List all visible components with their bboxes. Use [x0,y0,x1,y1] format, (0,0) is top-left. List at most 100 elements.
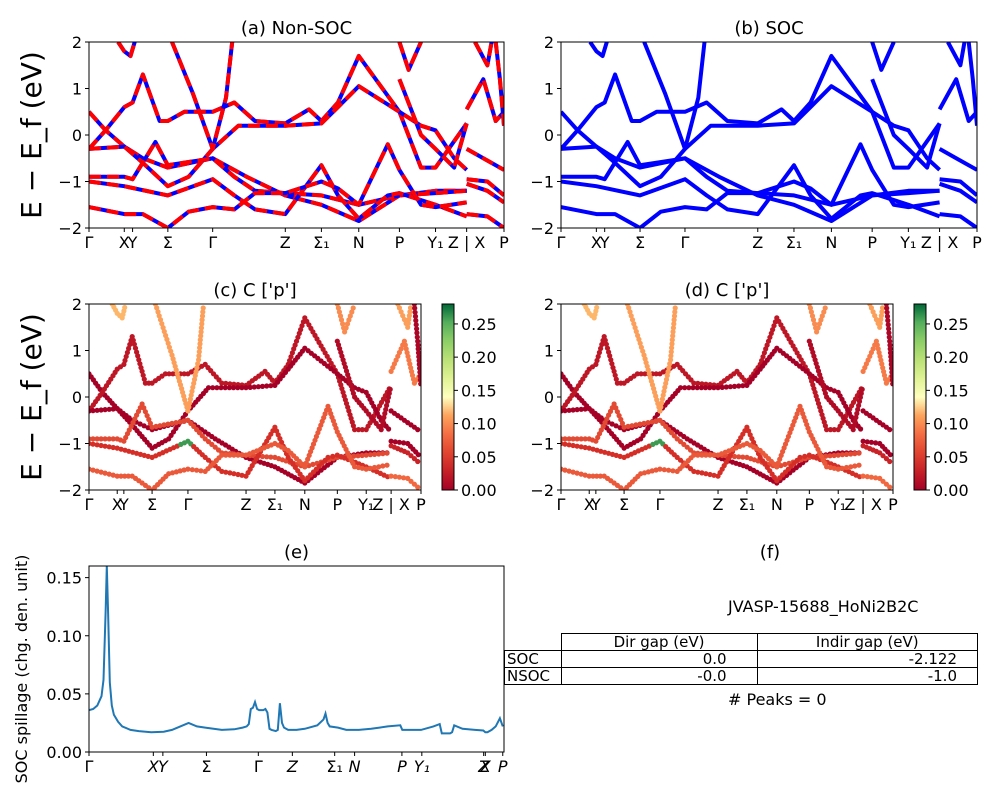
indir-gap-value: -2.122 [756,650,979,668]
x-tick-label: Σ [619,495,629,514]
scatter-point [890,381,893,387]
y-tick-label: 2 [72,295,82,314]
scatter-point [663,380,669,386]
scatter-point [139,368,145,374]
scatter-point [566,407,572,413]
scatter-point [641,420,647,426]
x-tick-label: X [147,757,160,776]
scatter-point [608,357,614,363]
scatter-point [649,419,655,425]
scatter-point [346,317,352,323]
scatter-point [407,309,413,315]
scatter-point [666,365,672,371]
scatter-point [401,440,407,446]
x-tick-label: Γ [557,495,566,514]
scatter-point [808,309,815,315]
scatter-point [736,454,742,460]
scatter-point [873,316,880,323]
scatter-point [853,414,859,421]
scatter-point [157,317,164,323]
table-row: SOC 0.0 -2.122 [504,650,979,668]
scatter-point [707,452,713,458]
scatter-point [638,371,644,377]
chart-title: (b) SOC [734,18,803,39]
scatter-point [406,316,412,323]
scatter-point [195,361,201,367]
scatter-point [670,329,676,335]
scatter-point [887,484,893,490]
scatter-point [671,313,678,319]
band-line-red [116,42,137,58]
scatter-point [173,420,179,426]
scatter-point [231,471,237,477]
x-tick-label: P [395,233,405,252]
y-tick-label: −2 [530,219,554,238]
bands-group [89,42,504,228]
y-tick-label: 0 [72,126,82,145]
scatter-point [885,317,891,324]
scatter-point [824,464,830,470]
scatter-point [416,354,421,360]
colorbar-tick-label: 0.10 [461,415,497,434]
scatter-point [94,468,100,474]
scatter-point [223,469,229,475]
scatter-point [414,330,420,336]
scatter-point [864,474,870,480]
scatter-point [160,325,166,331]
scatter-point [879,305,886,311]
scatter-point [181,371,187,377]
scatter-point [413,322,419,328]
scatter-point [703,471,709,477]
colorbar-tick-label: 0.15 [933,381,969,400]
scatter-point [139,401,145,407]
scatter-point [695,469,701,475]
scatter-point [288,354,294,360]
scatter-point [661,388,667,394]
scatter-point [396,439,402,445]
scatter-point [417,365,421,371]
x-tick-label: Γ [655,495,664,514]
scatter-point [415,342,421,348]
scatter-point [657,466,663,472]
scatter-point [141,423,147,429]
scatter-point [189,467,195,473]
scatter-point [384,462,390,468]
scatter-point [222,385,228,391]
scatter-point [562,408,568,414]
scatter-point [855,406,861,413]
scatter-point [414,334,420,340]
scatter-point [231,452,237,458]
scatter-point [268,454,274,460]
scatter-point [562,436,568,442]
x-tick-label: P [972,233,982,252]
band-line-red [397,78,469,170]
scatter-point [574,470,580,476]
scatter-point [852,463,858,469]
scatter-point [719,384,725,390]
scatter-point [670,468,676,474]
scatter-point [219,452,225,458]
x-tick-label: P [498,757,508,776]
scatter-point [578,444,584,450]
scatter-point [386,390,392,396]
y-axis-label: E − E_f (eV) [15,51,48,219]
scatter-point [715,385,721,391]
scatter-point [264,383,270,389]
scatter-point [418,381,421,387]
scatter-point [259,383,266,389]
scatter-point [102,470,108,476]
scatter-point [295,334,301,340]
x-tick-label: P [888,495,898,514]
scatter-point [831,427,837,433]
scatter-point [599,341,605,348]
scatter-point [666,467,672,473]
peaks-count: # Peaks = 0 [728,690,827,709]
scatter-point [659,396,666,402]
scatter-point [884,309,890,315]
scatter-point [645,420,651,426]
scatter-point [235,385,241,391]
scatter-point [711,385,717,391]
scatter-point [812,321,818,327]
scatter-point [126,448,132,454]
scatter-point [574,436,580,442]
